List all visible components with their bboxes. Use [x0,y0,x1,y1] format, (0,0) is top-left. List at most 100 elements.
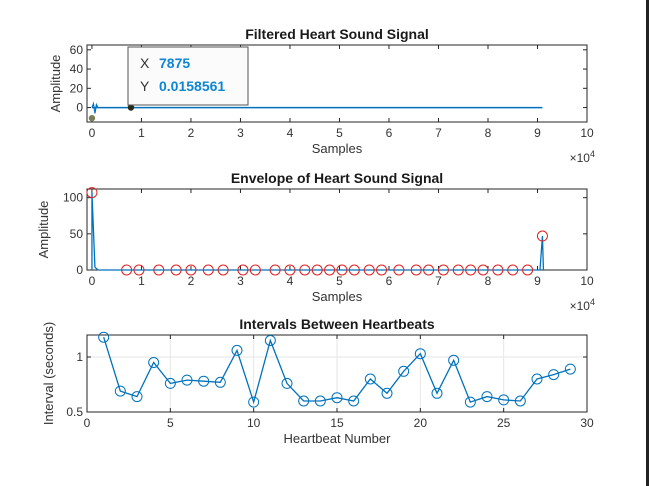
x-tick-label: 9 [534,126,541,140]
x-tick-label: 10 [580,126,594,140]
interval-point [231,344,243,356]
interval-point [131,391,143,403]
y-axis-label: Amplitude [48,55,63,113]
peak-marker [299,264,311,276]
peak-marker [121,264,133,276]
x-tick-label: 3 [237,126,244,140]
interval-point [264,335,276,346]
peak-marker [202,264,214,276]
x-tick-label: 1 [138,274,145,288]
x-tick-label: 10 [247,416,261,430]
chart-title: Filtered Heart Sound Signal [245,26,429,42]
interval-point [181,374,193,386]
peak-marker [465,264,477,276]
y-tick-label: 20 [70,81,84,95]
peak-marker [410,264,422,276]
x-axis-label: Samples [312,141,363,156]
interval-point [314,395,326,407]
datatip-x-value: 7875 [159,55,190,71]
datatip-marker [127,104,135,111]
y-tick-label: 60 [70,43,84,57]
peak-marker [363,264,375,276]
chart-title: Envelope of Heart Sound Signal [231,170,443,186]
x-tick-label: 30 [580,416,594,430]
x-tick-label: 20 [414,416,428,430]
peak-marker [311,264,323,276]
interval-point [548,369,560,381]
y-tick-label: 0.5 [66,405,83,419]
x-tick-label: 6 [386,274,393,288]
peak-marker [237,264,249,276]
interval-point [431,387,443,399]
peak-marker [217,264,229,276]
datatip-x-key: X [140,55,150,71]
axes-envelope[interactable]: Envelope of Heart Sound Signal Samples A… [36,170,595,313]
interval-point [248,396,260,408]
peak-marker [324,264,336,276]
x-tick-label: 8 [485,126,492,140]
peak-marker [336,264,348,276]
x-tick-label: 4 [287,274,294,288]
interval-point [364,373,376,385]
interval-point [398,365,410,377]
x-tick-label: 2 [188,126,195,140]
y-axis-label: Interval (seconds) [41,322,56,425]
interval-point [148,357,160,368]
interval-point [481,391,493,403]
x-exponent-label: ×104 [570,297,595,313]
y-tick-label: 0 [76,101,83,115]
y-tick-label: 100 [63,191,83,205]
x-tick-label: 10 [580,274,594,288]
x-tick-label: 7 [435,274,442,288]
peak-marker [376,264,388,276]
datatip[interactable]: X 7875 Y 0.0158561 [127,46,249,106]
peak-marker [423,264,435,276]
x-tick-label: 3 [237,274,244,288]
x-tick-label: 6 [386,126,393,140]
peak-marker [153,264,165,276]
peak-marker [249,264,261,276]
interval-point [331,392,343,404]
datatip-y-value: 0.0158561 [159,78,225,94]
y-tick-label: 1 [76,350,83,364]
interval-point [414,348,426,360]
interval-point [98,331,110,343]
interval-point [381,387,393,399]
x-tick-label: 0 [84,416,91,430]
peak-marker [536,230,548,242]
interval-point [531,373,543,385]
x-tick-label: 8 [485,274,492,288]
envelope-line [91,192,545,271]
interval-point [164,377,176,389]
peak-marker [170,264,182,276]
x-tick-label: 5 [336,274,343,288]
datatip-box [127,46,249,106]
x-tick-label: 5 [167,416,174,430]
axes-intervals[interactable]: Intervals Between Heartbeats Heartbeat N… [41,316,594,446]
y-tick-label: 50 [70,227,84,241]
peak-marker [437,264,449,276]
y-axis-label: Amplitude [36,201,51,259]
interval-point [114,385,126,397]
interval-point [498,394,510,406]
x-tick-label: 9 [534,274,541,288]
peak-marker [348,264,360,276]
x-axis-label: Heartbeat Number [284,431,392,446]
interval-point [198,375,210,387]
peak-marker [393,264,405,276]
peak-marker [284,264,296,276]
peak-marker [133,264,145,276]
x-tick-label: 0 [89,126,96,140]
peak-marker [507,264,519,276]
x-tick-label: 4 [287,126,294,140]
peak-marker [492,264,504,276]
signal-spike [91,101,99,114]
interval-point [514,395,526,407]
y-tick-label: 40 [70,62,84,76]
x-exponent-label: ×104 [570,149,595,165]
axes-box [86,44,588,123]
y-tick-label: 0 [76,263,83,277]
x-tick-label: 7 [435,126,442,140]
x-tick-label: 5 [336,126,343,140]
